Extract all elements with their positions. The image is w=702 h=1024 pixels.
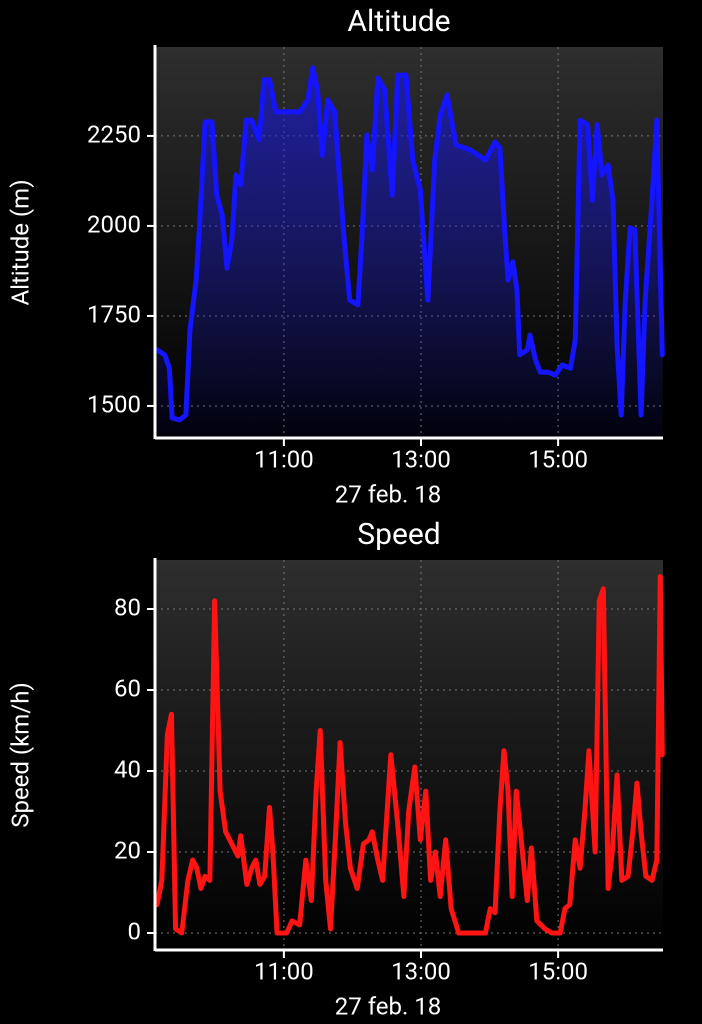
- plot-area: [155, 560, 663, 950]
- y-tick-label: 60: [114, 674, 141, 702]
- y-tick-label: 40: [114, 755, 141, 783]
- x-tick-label: 13:00: [391, 957, 451, 985]
- y-tick-label: 1750: [87, 300, 141, 328]
- y-tick-label: 0: [128, 917, 142, 945]
- x-tick-label: 15:00: [528, 957, 588, 985]
- y-tick-label: 2250: [87, 120, 141, 148]
- x-axis-label: 27 feb. 18: [335, 992, 441, 1020]
- y-tick-label: 2000: [87, 210, 141, 238]
- y-axis-label: Speed (km/h): [6, 682, 34, 828]
- line: [154, 65, 665, 423]
- x-tick-label: 11:00: [254, 445, 314, 473]
- x-tick-label: 15:00: [528, 445, 588, 473]
- y-tick-label: 20: [114, 836, 141, 864]
- chart-title: Altitude: [347, 4, 450, 39]
- chart-title: Speed: [357, 517, 440, 552]
- x-axis-label: 27 feb. 18: [335, 480, 441, 508]
- area: [157, 67, 663, 438]
- x-tick-label: 11:00: [254, 957, 314, 985]
- y-tick-label: 1500: [87, 390, 141, 418]
- y-tick-label: 80: [114, 593, 141, 621]
- x-tick-label: 13:00: [391, 445, 451, 473]
- y-axis-label: Altitude (m): [6, 179, 34, 305]
- line: [154, 574, 665, 936]
